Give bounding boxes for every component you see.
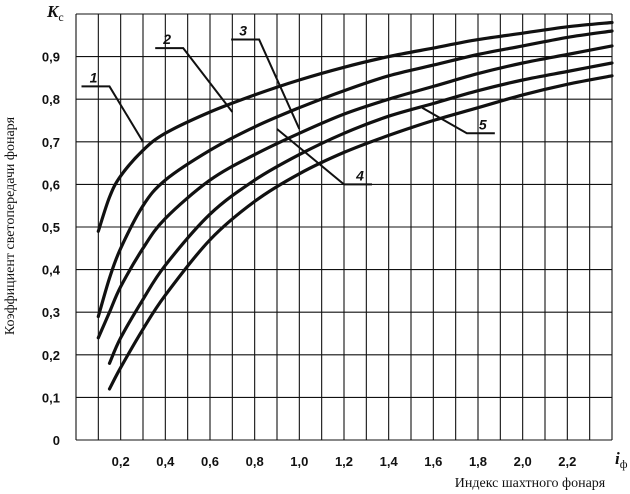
y-tick-label: 0,4 bbox=[42, 263, 61, 278]
y-tick-label: 0,8 bbox=[42, 92, 60, 107]
leader-line-3 bbox=[231, 38, 301, 130]
y-tick-label: 0,7 bbox=[42, 135, 60, 150]
x-axis-symbol: iф bbox=[615, 449, 628, 471]
curve-3 bbox=[96, 44, 614, 340]
x-tick-label: 1,4 bbox=[380, 454, 399, 469]
curve-1 bbox=[96, 20, 614, 233]
curve-labels: 1 2 3 4 5 bbox=[81, 23, 495, 186]
x-tick-label: 0,6 bbox=[201, 454, 219, 469]
x-tick-label: 0,8 bbox=[246, 454, 264, 469]
x-tick-label: 0,4 bbox=[156, 454, 175, 469]
x-tick-labels: 0,2 0,4 0,6 0,8 1,0 1,2 1,4 1,6 1,8 2,0 2,2 bbox=[112, 454, 577, 469]
y-axis-title: Коэффициент светопередачи фонаря bbox=[3, 116, 18, 335]
x-tick-label: 1,0 bbox=[290, 454, 308, 469]
y-axis-symbol: Kс bbox=[46, 2, 64, 24]
y-tick-label: 0,9 bbox=[42, 50, 60, 65]
curves bbox=[96, 20, 614, 391]
leader-line-1 bbox=[81, 85, 144, 143]
x-tick-label: 2,0 bbox=[514, 454, 532, 469]
y-tick-label: 0,1 bbox=[42, 390, 60, 405]
x-tick-label: 1,6 bbox=[424, 454, 442, 469]
y-tick-label: 0,5 bbox=[42, 220, 60, 235]
y-tick-labels: 0 0,1 0,2 0,3 0,4 0,5 0,6 0,7 0,8 0,9 bbox=[42, 50, 61, 448]
y-tick-label: 0,6 bbox=[42, 177, 60, 192]
grid bbox=[75, 13, 613, 441]
x-axis-title: Индекс шахтного фонаря bbox=[455, 476, 606, 491]
x-tick-label: 0,2 bbox=[112, 454, 130, 469]
curve-2 bbox=[96, 29, 614, 319]
curve-label-3: 3 bbox=[239, 23, 247, 39]
curve-label-1: 1 bbox=[90, 69, 98, 85]
y-tick-label: 0,3 bbox=[42, 305, 60, 320]
curve-label-2: 2 bbox=[162, 31, 171, 47]
curve-4 bbox=[107, 61, 614, 365]
x-tick-label: 1,8 bbox=[469, 454, 487, 469]
y-tick-label: 0,2 bbox=[42, 348, 60, 363]
curve-label-5: 5 bbox=[479, 116, 487, 132]
y-tick-label: 0 bbox=[53, 433, 60, 448]
x-tick-label: 2,2 bbox=[558, 454, 576, 469]
curve-label-4: 4 bbox=[355, 167, 364, 183]
leader-line-4 bbox=[276, 128, 372, 186]
x-tick-label: 1,2 bbox=[335, 454, 353, 469]
leader-line-5 bbox=[421, 106, 495, 135]
leader-line-2 bbox=[155, 47, 234, 113]
